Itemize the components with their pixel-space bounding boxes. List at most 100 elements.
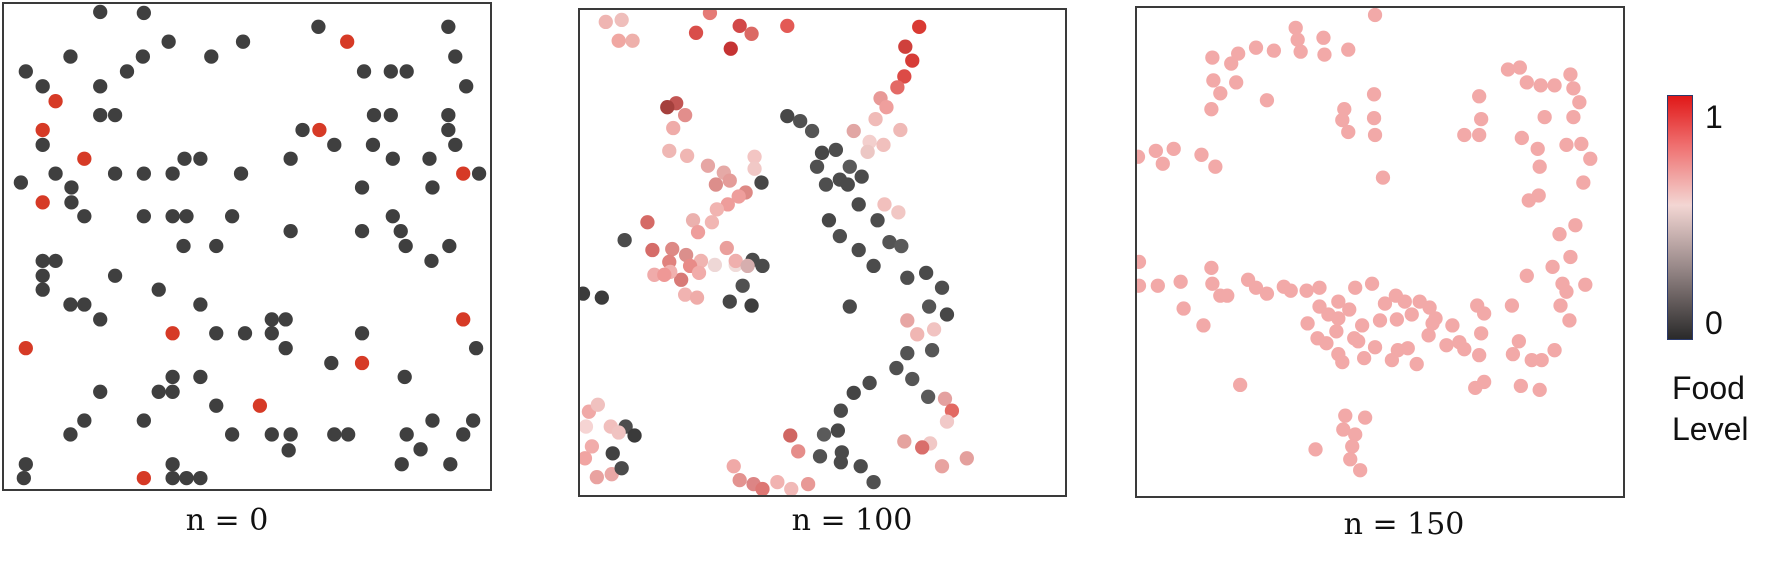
agent-dot: [356, 64, 372, 79]
agent-dot: [804, 123, 820, 139]
agent-dot: [107, 166, 123, 181]
agent-dot: [732, 18, 747, 34]
agent-dot: [383, 107, 398, 123]
agent-dot: [812, 449, 828, 464]
agent-dot: [422, 151, 437, 166]
agent-dot: [1206, 73, 1221, 88]
agent-dot: [398, 238, 413, 254]
agent-dot: [63, 427, 78, 442]
agent-dot: [700, 158, 716, 173]
agent-dot: [691, 265, 707, 280]
agent-dot: [833, 455, 848, 470]
agent-dot: [589, 470, 605, 485]
agent-dot: [924, 343, 940, 358]
agent-dot: [48, 253, 63, 269]
agent-dot: [719, 240, 734, 256]
agent-dot: [747, 149, 762, 164]
agent-dot: [209, 238, 224, 254]
agent-dot: [77, 413, 92, 428]
agent-dot: [456, 312, 471, 327]
agent-dot: [598, 14, 613, 30]
agent-dot: [780, 108, 795, 124]
agent-dot: [580, 451, 593, 466]
agent-dot: [1213, 86, 1228, 101]
agent-dot: [77, 151, 92, 166]
agent-dot: [1337, 102, 1352, 117]
agent-dot: [224, 209, 240, 224]
agent-dot: [1524, 352, 1539, 368]
agent-dot: [657, 267, 672, 282]
agent-dot: [193, 297, 208, 312]
agent-dot: [617, 232, 632, 248]
agent-dot: [1316, 30, 1331, 45]
agent-dot: [165, 384, 180, 399]
agent-dot: [1457, 127, 1472, 143]
agent-dot: [755, 481, 770, 495]
agent-dot: [1259, 286, 1275, 301]
agent-dot: [441, 122, 456, 138]
agent-dot: [233, 166, 249, 181]
agent-dot: [1533, 78, 1548, 93]
agent-dot: [1166, 141, 1181, 156]
agent-dot: [1357, 410, 1373, 425]
agent-dot: [722, 173, 737, 188]
agent-dot: [442, 238, 457, 254]
agent-dot: [193, 369, 208, 385]
agent-dot: [365, 137, 381, 152]
agent-dot: [708, 177, 724, 192]
agent-dot: [1345, 439, 1360, 454]
agent-dot: [851, 197, 866, 212]
agent-dot: [1477, 306, 1492, 321]
agent-dot: [161, 34, 176, 49]
agent-dot: [456, 427, 471, 442]
agent-dot: [1457, 342, 1472, 357]
agent-dot: [919, 265, 934, 280]
agent-dot: [441, 107, 456, 123]
agent-dot: [627, 428, 642, 443]
agent-dot: [1576, 175, 1591, 190]
agent-dot: [1532, 159, 1547, 174]
agent-dot: [1196, 318, 1211, 333]
agent-dot: [448, 49, 463, 64]
agent-dot: [1300, 316, 1315, 331]
agent-dot: [264, 427, 279, 442]
agent-dot: [278, 341, 293, 356]
agent-dot: [165, 470, 180, 486]
agent-dot: [832, 228, 847, 244]
agent-dot: [35, 137, 50, 152]
agent-dot: [1530, 141, 1545, 156]
agent-dot: [854, 169, 869, 184]
agent-dot: [1425, 316, 1440, 331]
caption-n0: n = 0: [185, 503, 269, 538]
agent-dot: [846, 123, 861, 139]
agent-dot: [1342, 302, 1357, 317]
agent-dot: [397, 369, 412, 385]
agent-dot: [151, 384, 166, 399]
agent-dot: [1204, 102, 1219, 117]
agent-dot: [295, 122, 310, 138]
agent-dot: [898, 39, 913, 54]
agent-dot: [580, 286, 591, 301]
agent-dot: [770, 474, 785, 490]
agent-dot: [860, 144, 875, 159]
agent-dot: [354, 326, 370, 341]
agent-dot: [842, 159, 857, 174]
agent-dot: [1150, 278, 1165, 293]
agent-dot: [877, 197, 892, 212]
agent-dot: [732, 472, 747, 488]
agent-dot: [755, 258, 770, 274]
agent-dot: [1335, 354, 1350, 370]
agent-dot: [35, 253, 50, 269]
agent-dot: [1409, 356, 1424, 372]
agent-dot: [830, 423, 846, 438]
agent-dot: [1421, 328, 1436, 343]
scatter-n100: [580, 10, 974, 495]
agent-dot: [780, 18, 795, 34]
agent-dot: [312, 122, 327, 138]
agent-dot: [690, 225, 706, 240]
agent-dot: [900, 270, 915, 285]
agent-dot: [468, 341, 484, 356]
agent-dot: [1283, 283, 1298, 298]
agent-dot: [441, 19, 456, 34]
agent-dot: [324, 355, 339, 371]
